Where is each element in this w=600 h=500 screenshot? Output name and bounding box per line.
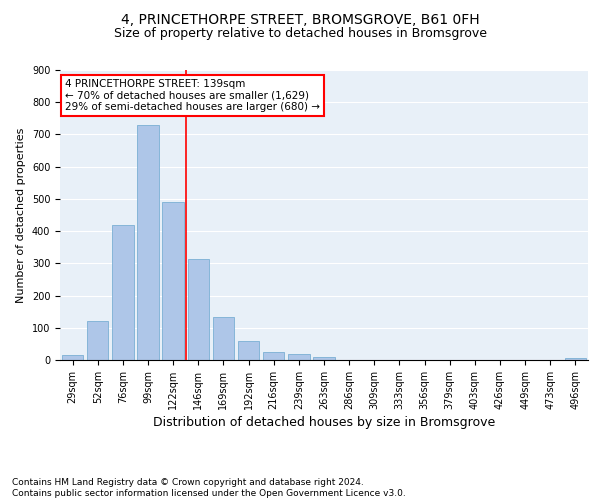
Bar: [263, 352, 284, 360]
Bar: [62, 355, 83, 360]
Bar: [112, 224, 134, 360]
Bar: [87, 322, 109, 360]
Text: 4, PRINCETHORPE STREET, BROMSGROVE, B61 0FH: 4, PRINCETHORPE STREET, BROMSGROVE, B61 …: [121, 12, 479, 26]
Bar: [238, 340, 259, 360]
Bar: [565, 358, 586, 360]
X-axis label: Distribution of detached houses by size in Bromsgrove: Distribution of detached houses by size …: [153, 416, 495, 429]
Bar: [213, 316, 234, 360]
Text: Contains HM Land Registry data © Crown copyright and database right 2024.
Contai: Contains HM Land Registry data © Crown c…: [12, 478, 406, 498]
Text: 4 PRINCETHORPE STREET: 139sqm
← 70% of detached houses are smaller (1,629)
29% o: 4 PRINCETHORPE STREET: 139sqm ← 70% of d…: [65, 78, 320, 112]
Y-axis label: Number of detached properties: Number of detached properties: [16, 128, 26, 302]
Text: Size of property relative to detached houses in Bromsgrove: Size of property relative to detached ho…: [113, 28, 487, 40]
Bar: [288, 354, 310, 360]
Bar: [163, 202, 184, 360]
Bar: [188, 258, 209, 360]
Bar: [137, 125, 158, 360]
Bar: [313, 357, 335, 360]
